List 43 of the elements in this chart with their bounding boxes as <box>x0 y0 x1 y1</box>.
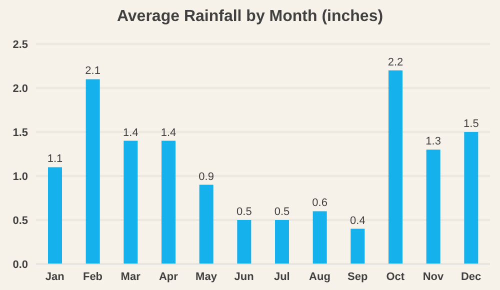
x-tick-label: May <box>196 270 218 283</box>
x-tick-label: Mar <box>120 270 142 283</box>
bar <box>48 167 62 264</box>
data-label: 2.1 <box>85 65 100 78</box>
y-tick-label: 2.0 <box>12 82 28 95</box>
y-tick-label: 0.5 <box>12 214 28 227</box>
data-label: 0.5 <box>274 206 290 218</box>
bar <box>275 220 289 264</box>
x-tick-label: Apr <box>158 270 179 283</box>
bar <box>426 150 440 264</box>
bar <box>124 140 138 264</box>
data-label: 0.5 <box>236 206 252 218</box>
y-tick-label: 2.5 <box>12 38 28 51</box>
x-tick-label: Jun <box>234 270 254 283</box>
data-label: 2.2 <box>388 56 404 68</box>
x-tick-label: Oct <box>386 270 405 283</box>
x-tick-label: Dec <box>460 270 482 283</box>
data-label: 0.6 <box>312 197 328 210</box>
data-label: 0.4 <box>350 214 366 227</box>
x-tick-label: Feb <box>82 270 103 283</box>
bar <box>464 132 478 264</box>
x-tick-label: Aug <box>309 270 330 283</box>
bar <box>350 228 365 264</box>
data-label: 1.3 <box>426 136 441 148</box>
x-tick-label: Nov <box>422 270 445 283</box>
y-tick-label: 1.0 <box>12 170 28 183</box>
x-tick-label: Jul <box>274 270 290 283</box>
y-tick-label: 0.0 <box>12 258 28 271</box>
x-tick-label: Jan <box>45 270 65 283</box>
data-label: 0.9 <box>198 170 214 183</box>
bar <box>312 211 327 264</box>
data-label: 1.4 <box>123 126 138 139</box>
data-label: 1.4 <box>160 126 176 139</box>
x-tick-label: Sep <box>347 270 368 283</box>
chart-title: Average Rainfall by Month (inches) <box>116 8 384 26</box>
bar <box>388 70 402 264</box>
bar <box>162 140 176 264</box>
data-label: 1.5 <box>464 118 479 130</box>
data-label: 1.1 <box>47 153 63 166</box>
y-tick-label: 1.5 <box>12 126 28 139</box>
bar <box>237 220 252 264</box>
bar <box>86 79 100 264</box>
bar <box>199 184 214 264</box>
